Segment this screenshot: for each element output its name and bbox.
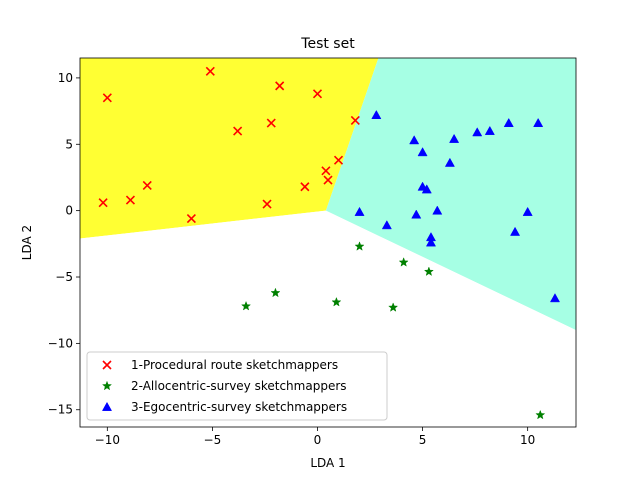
chart-title: Test set [300, 36, 355, 52]
legend: 1-Procedural route sketchmappers 2-Alloce… [86, 351, 388, 421]
data-point [233, 126, 243, 136]
legend-entry-label: 3-Egocentric-survey sketchmappers [131, 400, 347, 414]
data-point [142, 180, 152, 190]
x-tick-label: 10 [520, 433, 535, 447]
data-point [102, 93, 112, 103]
y-tick-label: −15 [48, 403, 73, 417]
decision-region-1 [80, 58, 379, 239]
legend-entry-label: 2-Allocentric-survey sketchmappers [131, 379, 347, 393]
data-point [350, 115, 360, 125]
data-point [323, 175, 333, 185]
data-point [472, 127, 483, 137]
data-point [300, 182, 310, 192]
plot-frame [79, 57, 577, 428]
data-point [333, 155, 344, 165]
data-point [484, 125, 495, 135]
data-point [321, 166, 331, 176]
legend-marker [102, 360, 112, 370]
data-point [417, 147, 428, 157]
data-point [533, 117, 544, 127]
x-tick-label: −10 [95, 433, 120, 447]
data-point [186, 214, 196, 224]
data-point [423, 266, 434, 276]
data-point [398, 257, 409, 267]
data-point [503, 117, 514, 127]
data-point [125, 195, 136, 205]
series-1 [98, 66, 360, 224]
data-point [371, 109, 382, 120]
y-tick-label: −5 [55, 270, 73, 284]
data-point [275, 81, 285, 91]
data-point [522, 206, 533, 216]
y-tick-label: 5 [65, 137, 73, 151]
y-axis-ticks: −15 −10 −5 0 5 10 [48, 71, 80, 417]
data-point [425, 237, 437, 247]
legend-marker [101, 401, 113, 411]
data-point [331, 296, 342, 307]
data-point [510, 226, 521, 236]
x-axis-ticks: −10 −5 0 5 10 [95, 427, 535, 447]
data-point [266, 118, 276, 128]
data-point [388, 302, 399, 312]
y-tick-label: −10 [48, 336, 73, 350]
data-point [98, 198, 108, 208]
data-point [444, 157, 455, 167]
y-tick-label: 10 [58, 71, 73, 85]
x-tick-label: 5 [419, 433, 427, 447]
series-2 [240, 241, 546, 420]
data-point [262, 199, 272, 209]
y-axis-label: LDA 2 [20, 225, 34, 260]
series-3 [354, 109, 561, 303]
data-point [240, 300, 252, 311]
x-axis-label: LDA 1 [310, 456, 345, 470]
data-point [535, 409, 546, 420]
y-tick-label: 0 [65, 204, 73, 218]
data-point [312, 89, 323, 99]
legend-marker [101, 380, 113, 391]
data-point [549, 293, 561, 303]
data-point [409, 135, 420, 145]
data-point [381, 220, 392, 230]
data-point [411, 209, 422, 219]
legend-entry-label: 1-Procedural route sketchmappers [131, 358, 338, 372]
data-point [354, 206, 365, 216]
data-point [205, 66, 215, 76]
x-tick-label: −5 [204, 433, 222, 447]
data-points [98, 66, 561, 420]
data-point [421, 184, 432, 194]
decision-region-3 [325, 58, 576, 331]
data-point [432, 205, 443, 215]
data-point [449, 133, 460, 143]
data-point [270, 287, 281, 298]
x-tick-label: 0 [314, 433, 322, 447]
legend-box [86, 351, 388, 421]
data-point [354, 241, 365, 251]
